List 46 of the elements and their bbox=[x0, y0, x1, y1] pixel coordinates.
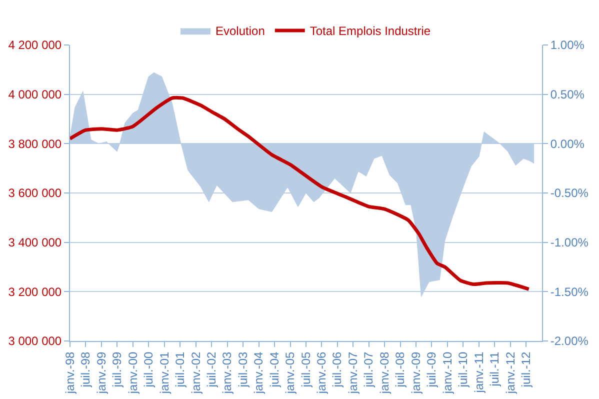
y2-tick-label: -0.50% bbox=[550, 186, 589, 200]
x-tick-label: janv.-05 bbox=[283, 351, 298, 395]
y-tick-label: 4 200 000 bbox=[8, 38, 62, 52]
x-tick-label: juil.-06 bbox=[330, 351, 344, 388]
x-tick-label: juil.-98 bbox=[78, 351, 92, 388]
x-tick-label: janv.-09 bbox=[409, 351, 424, 395]
x-tick-label: juil.-07 bbox=[362, 351, 376, 388]
x-tick-label: juil.-00 bbox=[141, 351, 156, 388]
y-tick-label: 4 000 000 bbox=[8, 88, 62, 102]
x-tick-label: janv.-02 bbox=[188, 351, 203, 395]
x-tick-label: juil.-01 bbox=[172, 351, 187, 388]
x-tick-label: juil.-02 bbox=[204, 351, 218, 388]
x-tick-label: janv.-12 bbox=[503, 351, 518, 395]
y2-tick-label: 0.00% bbox=[550, 136, 585, 151]
y2-tick-label: 1.00% bbox=[550, 38, 585, 52]
y2-tick-label: -1.00% bbox=[550, 236, 589, 250]
x-tick-label: juil.-10 bbox=[456, 351, 470, 388]
x-tick-label: juil.-04 bbox=[267, 351, 282, 388]
y-tick-label: 3 600 000 bbox=[8, 186, 62, 200]
x-tick-label: juil.-12 bbox=[519, 351, 534, 388]
x-tick-label: janv.-99 bbox=[94, 351, 108, 395]
legend-label: Evolution bbox=[216, 24, 265, 38]
x-tick-label: juil.-99 bbox=[110, 351, 124, 388]
x-tick-label: janv.-11 bbox=[472, 351, 486, 394]
x-tick-label: juil.-03 bbox=[236, 351, 250, 388]
x-tick-label: janv.-00 bbox=[126, 351, 140, 395]
y-tick-label: 3 800 000 bbox=[8, 136, 62, 151]
y2-tick-label: -1.50% bbox=[550, 284, 589, 299]
x-tick-label: janv.-07 bbox=[346, 351, 360, 395]
y-tick-label: 3 200 000 bbox=[8, 284, 62, 299]
x-tick-label: janv.-98 bbox=[62, 351, 77, 395]
x-tick-label: janv.-06 bbox=[314, 351, 329, 395]
legend-label: Total Emplois Industrie bbox=[310, 24, 431, 38]
y-tick-label: 3 000 000 bbox=[8, 334, 62, 348]
x-tick-label: juil.-08 bbox=[393, 351, 408, 388]
x-tick-label: janv.-03 bbox=[220, 351, 234, 395]
x-tick-label: juil.-11 bbox=[488, 351, 502, 388]
x-tick-label: juil.-05 bbox=[298, 351, 313, 388]
y2-tick-label: -2.00% bbox=[550, 334, 589, 348]
x-tick-label: juil.-09 bbox=[424, 351, 439, 388]
y-tick-label: 3 400 000 bbox=[8, 236, 62, 250]
x-tick-label: janv.-01 bbox=[157, 351, 172, 395]
y2-tick-label: 0.50% bbox=[550, 88, 585, 102]
x-tick-label: janv.-04 bbox=[252, 351, 266, 395]
x-tick-label: janv.-10 bbox=[440, 351, 454, 395]
x-tick-label: janv.-08 bbox=[378, 351, 392, 395]
